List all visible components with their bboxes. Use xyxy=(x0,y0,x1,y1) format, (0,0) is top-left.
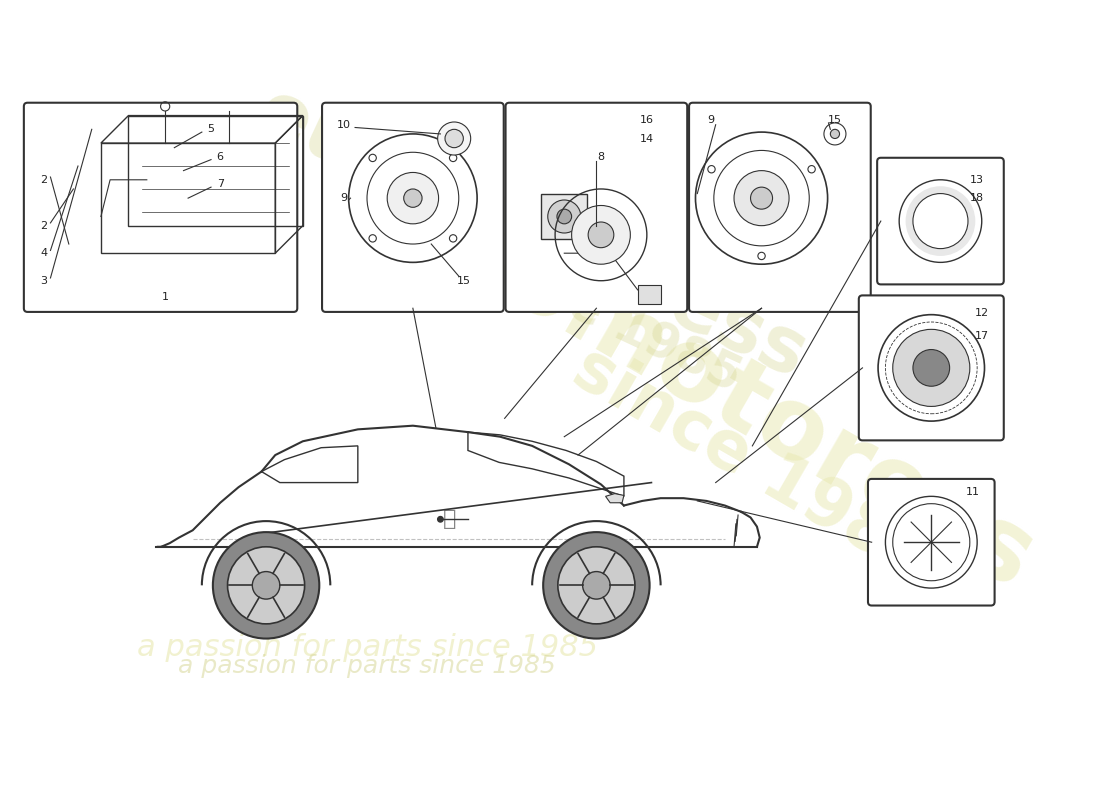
Text: 15: 15 xyxy=(828,115,842,125)
FancyBboxPatch shape xyxy=(877,158,1004,284)
Circle shape xyxy=(404,189,422,207)
Text: 12: 12 xyxy=(975,308,989,318)
Circle shape xyxy=(450,154,456,162)
Text: 16: 16 xyxy=(640,115,653,125)
Text: 1: 1 xyxy=(162,292,168,302)
Circle shape xyxy=(913,350,949,386)
Circle shape xyxy=(893,330,970,406)
Circle shape xyxy=(734,170,789,226)
Text: 14: 14 xyxy=(640,134,653,143)
Circle shape xyxy=(750,187,772,209)
Circle shape xyxy=(557,209,572,224)
Circle shape xyxy=(807,166,815,173)
Circle shape xyxy=(707,166,715,173)
Circle shape xyxy=(438,517,443,522)
Circle shape xyxy=(830,130,839,138)
Text: 9: 9 xyxy=(341,193,348,203)
Text: 3: 3 xyxy=(41,276,47,286)
Text: since 1985: since 1985 xyxy=(462,234,749,402)
Text: 11: 11 xyxy=(966,486,980,497)
Circle shape xyxy=(572,206,630,264)
Text: a passion for parts since 1985: a passion for parts since 1985 xyxy=(136,634,597,662)
Circle shape xyxy=(758,252,766,260)
Text: a passion for parts since 1985: a passion for parts since 1985 xyxy=(178,654,556,678)
FancyBboxPatch shape xyxy=(859,295,1004,440)
Circle shape xyxy=(438,122,471,155)
Circle shape xyxy=(213,532,319,638)
Text: 6: 6 xyxy=(217,152,223,162)
Text: 18: 18 xyxy=(970,193,985,203)
Text: euromotoress: euromotoress xyxy=(245,75,818,394)
Text: 8: 8 xyxy=(597,152,605,162)
Text: 9: 9 xyxy=(707,115,715,125)
Circle shape xyxy=(588,222,614,248)
Circle shape xyxy=(905,186,976,256)
FancyBboxPatch shape xyxy=(322,102,504,312)
Bar xyxy=(541,194,587,239)
Circle shape xyxy=(368,234,376,242)
FancyBboxPatch shape xyxy=(506,102,688,312)
Text: 2: 2 xyxy=(41,174,47,185)
Text: euromotoress: euromotoress xyxy=(326,135,1052,610)
FancyBboxPatch shape xyxy=(24,102,297,312)
Polygon shape xyxy=(606,494,624,502)
FancyBboxPatch shape xyxy=(868,479,994,606)
Text: 4: 4 xyxy=(41,248,47,258)
FancyBboxPatch shape xyxy=(689,102,871,312)
Circle shape xyxy=(450,234,456,242)
Circle shape xyxy=(558,547,635,624)
Text: 7: 7 xyxy=(217,179,223,190)
Text: 10: 10 xyxy=(337,120,351,130)
Circle shape xyxy=(252,571,279,599)
Circle shape xyxy=(446,130,463,148)
Text: 5: 5 xyxy=(208,124,214,134)
Text: 15: 15 xyxy=(456,276,471,286)
Text: since 1985: since 1985 xyxy=(561,334,944,594)
Circle shape xyxy=(228,547,305,624)
Circle shape xyxy=(543,532,650,638)
Circle shape xyxy=(548,200,581,233)
Circle shape xyxy=(387,173,439,224)
Circle shape xyxy=(913,194,968,249)
Bar xyxy=(638,286,661,304)
Circle shape xyxy=(368,154,376,162)
Text: ⓜ: ⓜ xyxy=(443,510,456,530)
Circle shape xyxy=(583,571,610,599)
Text: 17: 17 xyxy=(975,330,989,341)
Text: 13: 13 xyxy=(970,174,985,185)
Text: 2: 2 xyxy=(41,221,47,230)
